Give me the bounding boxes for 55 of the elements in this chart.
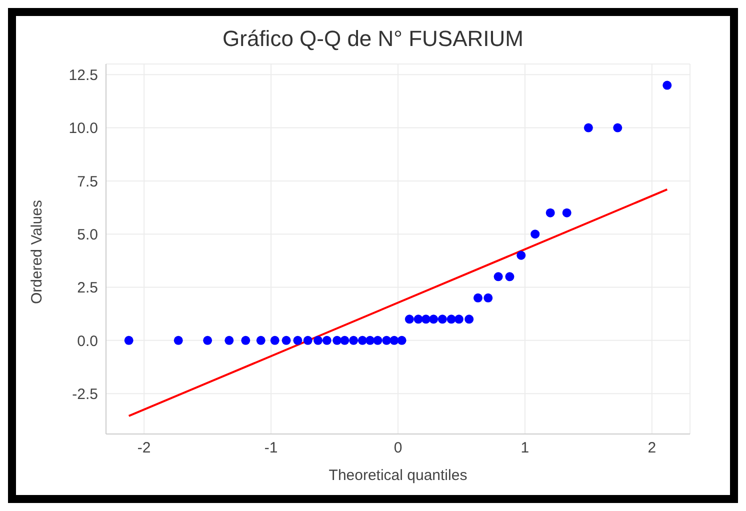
point [270, 336, 280, 345]
point [414, 314, 423, 324]
point [429, 314, 438, 324]
point [203, 336, 212, 345]
point [322, 336, 332, 345]
chart-title: Gráfico Q-Q de N° FUSARIUM [222, 26, 524, 53]
x-tick-label: -1 [264, 440, 278, 457]
point [332, 336, 342, 345]
point [516, 250, 526, 260]
point [241, 336, 250, 345]
point [473, 293, 482, 302]
y-axis-title: Ordered Values [28, 200, 46, 304]
point [282, 336, 291, 345]
point [584, 123, 593, 132]
point [390, 336, 399, 345]
point [358, 336, 367, 345]
point [314, 336, 323, 345]
y-tick-label: 10.0 [68, 120, 98, 138]
x-axis-title: Theoretical quantiles [328, 467, 468, 484]
point [494, 272, 503, 282]
point [613, 123, 622, 132]
x-tick-label: 2 [648, 440, 656, 457]
point [293, 336, 302, 345]
y-tick-label: 0.0 [77, 332, 98, 350]
point [404, 314, 414, 324]
point [174, 336, 183, 345]
y-tick-label: -2.5 [72, 386, 98, 403]
point [303, 336, 312, 345]
point [546, 208, 555, 218]
point [464, 314, 474, 324]
point [562, 208, 572, 218]
point [446, 314, 456, 324]
point [530, 230, 540, 239]
point [421, 314, 430, 324]
point [373, 336, 382, 345]
y-tick-label: 12.5 [68, 66, 98, 84]
x-tick-label: 0 [394, 440, 402, 457]
point [366, 336, 375, 345]
point [484, 293, 493, 302]
point [224, 336, 234, 345]
point [505, 272, 514, 282]
point [438, 314, 447, 324]
point [124, 336, 134, 345]
point [397, 336, 406, 345]
x-tick-label: 1 [520, 440, 530, 457]
x-tick-label: -2 [137, 440, 151, 457]
point [382, 336, 392, 345]
y-tick-label: 5.0 [77, 226, 98, 244]
y-tick-label: 7.5 [77, 173, 98, 190]
point [349, 336, 358, 345]
point [662, 80, 672, 90]
point [256, 336, 266, 345]
y-tick-label: 2.5 [77, 280, 98, 297]
point [454, 314, 464, 324]
point [340, 336, 350, 345]
